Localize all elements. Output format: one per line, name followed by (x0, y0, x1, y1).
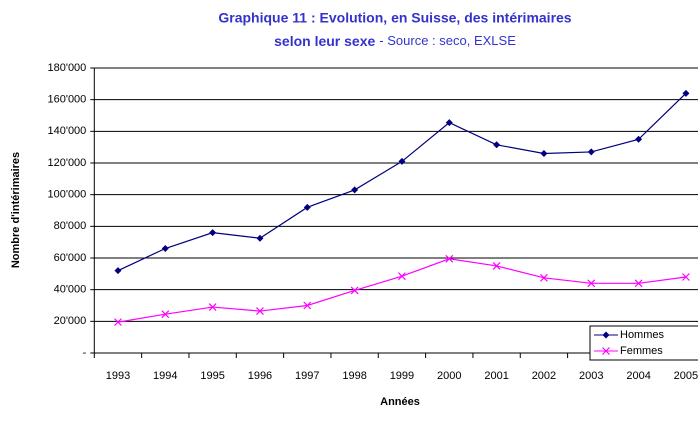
y-tick-label: - (83, 347, 87, 359)
x-tick-label: 1995 (200, 370, 224, 382)
marker (398, 272, 406, 281)
marker (208, 303, 217, 312)
marker (256, 234, 264, 242)
y-tick-label: 140'000 (47, 125, 86, 137)
marker (634, 279, 643, 288)
x-tick-label: 2005 (674, 370, 698, 382)
y-tick-label: 120'000 (47, 157, 86, 169)
marker (350, 286, 359, 295)
y-axis-label: Nombre d'intérimaires (10, 152, 22, 268)
marker (602, 331, 610, 339)
x-axis-label: Années (380, 396, 420, 408)
x-tick-label: 2000 (437, 370, 461, 382)
x-tick-label: 1999 (390, 370, 414, 382)
marker (540, 273, 548, 282)
chart-subtitle: - Source : seco, EXLSE (379, 33, 516, 48)
marker (114, 267, 122, 275)
marker (602, 347, 610, 355)
marker (492, 261, 501, 270)
y-tick-label: 180'000 (47, 62, 86, 74)
x-tick-label: 1997 (295, 370, 319, 382)
x-tick-label: 1994 (153, 370, 177, 382)
marker (161, 245, 169, 252)
y-tick-label: 100'000 (47, 189, 86, 201)
line (117, 92, 687, 272)
marker (303, 301, 312, 310)
y-tick-label: 80'000 (54, 220, 87, 232)
marker (114, 318, 122, 327)
y-tick-label: 60'000 (54, 252, 87, 264)
x-tick-label: 2002 (532, 370, 556, 382)
marker (682, 273, 690, 281)
y-tick-label: 160'000 (47, 94, 86, 106)
marker (303, 203, 311, 211)
marker (587, 279, 596, 288)
line (117, 258, 687, 323)
x-tick-label: 2003 (579, 370, 603, 382)
y-tick-label: 20'000 (54, 315, 87, 327)
x-tick-label: 2004 (626, 370, 650, 382)
marker (540, 150, 548, 157)
marker (398, 157, 406, 165)
marker (351, 186, 359, 194)
chart-title: selon leur sexe (274, 33, 375, 49)
x-tick-label: 1998 (342, 370, 366, 382)
legend-box (589, 325, 698, 361)
marker (445, 254, 454, 263)
marker (682, 89, 690, 97)
x-tick-label: 1996 (248, 370, 272, 382)
legend-label: Hommes (620, 329, 665, 341)
x-tick-label: 1993 (106, 370, 130, 382)
chart-title: Graphique 11 : Evolution, en Suisse, des… (218, 10, 571, 26)
marker (161, 310, 170, 319)
chart-title-line: selon leur sexe - Source : seco, EXLSE (274, 33, 516, 49)
marker (587, 148, 595, 156)
marker (256, 307, 264, 315)
marker (209, 229, 217, 237)
legend-label: Femmes (620, 345, 663, 357)
x-tick-label: 2001 (484, 370, 508, 382)
marker (445, 119, 453, 127)
y-tick-label: 40'000 (54, 284, 87, 296)
marker (635, 135, 643, 143)
marker (493, 141, 501, 149)
